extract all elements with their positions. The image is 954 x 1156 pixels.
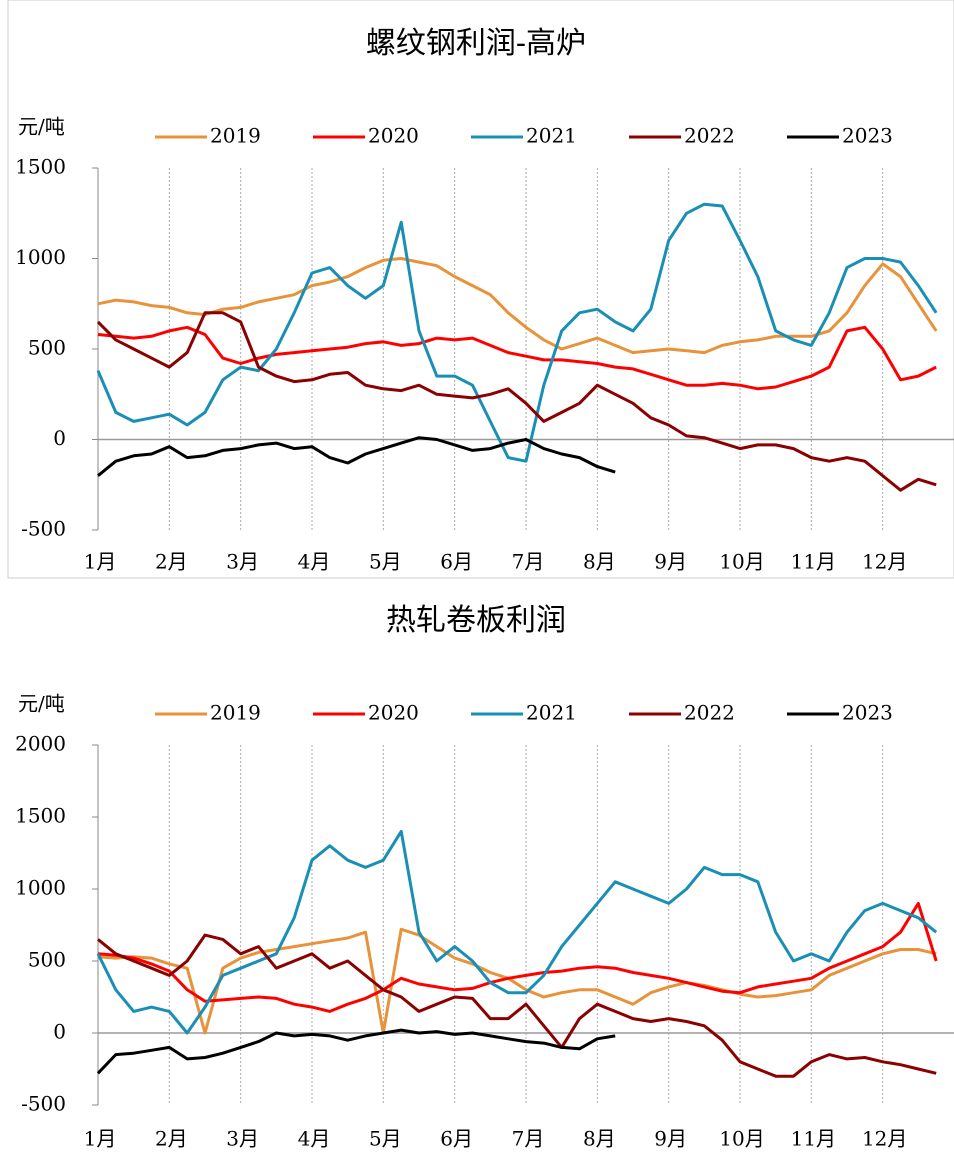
y-tick-label: 0 (53, 426, 66, 450)
x-tick-label: 4月 (298, 550, 331, 574)
x-tick-label: 12月 (862, 550, 907, 574)
x-tick-label: 10月 (719, 550, 764, 574)
legend-label: 2021 (526, 701, 577, 725)
x-tick-label: 11月 (791, 550, 836, 574)
x-tick-label: 3月 (226, 550, 259, 574)
legend-label: 2019 (210, 701, 261, 725)
series-line (96, 1028, 616, 1075)
x-tick-label: 2月 (155, 1127, 188, 1151)
x-tick-label: 8月 (583, 1127, 616, 1151)
series-line (97, 927, 937, 1035)
series-line (97, 901, 938, 1013)
x-tick-label: 2月 (155, 550, 188, 574)
series-line (97, 436, 616, 477)
series-line (97, 933, 937, 1078)
y-tick-label: 1000 (15, 876, 66, 900)
x-tick-label: 6月 (440, 1127, 473, 1151)
x-tick-label: 9月 (654, 550, 687, 574)
legend-label: 2022 (684, 701, 735, 725)
x-tick-label: 5月 (369, 550, 402, 574)
x-tick-label: 1月 (84, 1127, 117, 1151)
series-line (97, 257, 938, 355)
x-tick-label: 5月 (369, 1127, 402, 1151)
y-tick-label: -500 (21, 1092, 66, 1116)
panel-border (7, 0, 954, 579)
y-axis-label: 元/吨 (18, 692, 65, 716)
y-tick-label: 1500 (15, 804, 66, 828)
x-tick-label: 3月 (226, 1127, 259, 1151)
x-tick-label: 8月 (583, 550, 616, 574)
x-tick-label: 4月 (298, 1127, 331, 1151)
series-line (96, 311, 937, 492)
x-tick-label: 1月 (84, 550, 117, 574)
y-tick-label: 1000 (15, 245, 66, 269)
y-axis-label: 元/吨 (18, 115, 65, 139)
y-tick-label: -500 (21, 517, 66, 541)
y-tick-label: 0 (53, 1020, 66, 1044)
legend-label: 2023 (842, 701, 893, 725)
legend-label: 2022 (684, 124, 735, 148)
x-tick-label: 10月 (719, 1127, 764, 1151)
legend-label: 2019 (210, 124, 261, 148)
y-tick-label: 1500 (15, 155, 66, 179)
x-tick-label: 6月 (440, 550, 473, 574)
y-tick-label: 2000 (15, 732, 66, 756)
y-tick-label: 500 (28, 948, 66, 972)
x-tick-label: 9月 (654, 1127, 687, 1151)
x-tick-label: 12月 (862, 1127, 907, 1151)
x-tick-label: 11月 (791, 1127, 836, 1151)
legend-label: 2023 (842, 124, 893, 148)
y-tick-label: 500 (28, 336, 66, 360)
legend-label: 2020 (368, 701, 419, 725)
legend-label: 2021 (526, 124, 577, 148)
chart-title: 热轧卷板利润 (386, 603, 566, 638)
chart-title: 螺纹钢利润-高炉 (366, 26, 586, 61)
legend-label: 2020 (368, 124, 419, 148)
x-tick-label: 7月 (512, 1127, 545, 1151)
series-line (96, 202, 938, 463)
x-tick-label: 7月 (512, 550, 545, 574)
series-line (97, 325, 937, 391)
series-line (96, 829, 938, 1035)
